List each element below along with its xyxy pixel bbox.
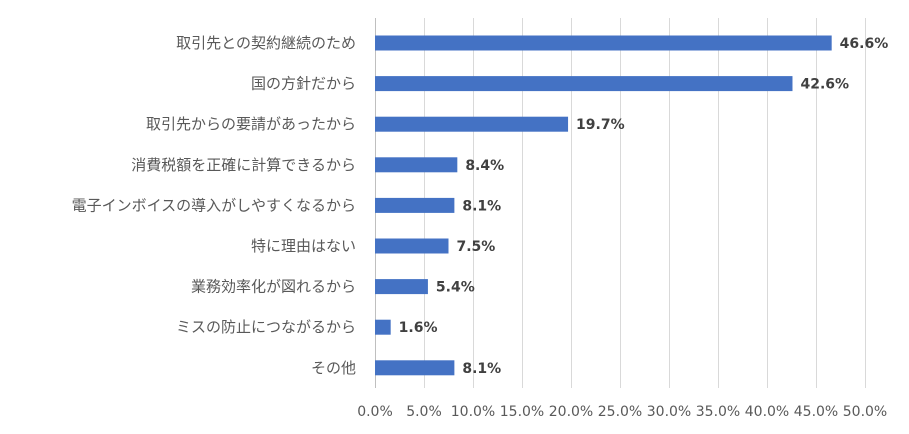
bar — [375, 116, 569, 132]
data-label: 19.7% — [576, 117, 625, 133]
x-tick-label: 50.0% — [843, 404, 887, 420]
x-tick-label: 10.0% — [451, 404, 495, 420]
x-tick-label: 45.0% — [794, 404, 838, 420]
bar — [375, 319, 391, 335]
bar — [375, 279, 428, 295]
data-label: 5.4% — [436, 280, 475, 296]
category-label: 業務効率化が図れるから — [191, 278, 356, 296]
x-tick-label: 35.0% — [696, 404, 740, 420]
category-label: 電子インボイスの導入がしやすくなるから — [72, 196, 356, 214]
data-label: 42.6% — [800, 77, 849, 93]
category-labels: 取引先との契約継続のため国の方針だから取引先からの要請があったから消費税額を正確… — [72, 34, 356, 377]
x-tick-labels: 0.0% 5.0% 10.0% 15.0% 20.0% 25.0% 30.0% 35.0% 40… — [357, 404, 887, 420]
bars — [375, 35, 832, 376]
data-label: 8.4% — [465, 158, 504, 174]
category-label: その他 — [311, 359, 356, 377]
x-tick-label: 25.0% — [598, 404, 642, 420]
category-label: 特に理由はない — [251, 237, 356, 255]
x-tick-label: 30.0% — [647, 404, 691, 420]
category-label: 取引先からの要請があったから — [146, 115, 356, 133]
x-tick-label: 40.0% — [745, 404, 789, 420]
bar — [375, 360, 455, 376]
bar — [375, 35, 832, 51]
bar — [375, 76, 793, 92]
x-tick-label: 20.0% — [549, 404, 593, 420]
data-label: 1.6% — [399, 320, 438, 336]
bar — [375, 197, 455, 213]
bar — [375, 238, 449, 254]
x-tick-label: 0.0% — [357, 404, 393, 420]
data-label: 46.6% — [840, 36, 889, 52]
category-label: ミスの防止につながるから — [176, 318, 356, 336]
category-label: 取引先との契約継続のため — [176, 34, 356, 52]
data-label: 7.5% — [457, 239, 496, 255]
data-label: 8.1% — [462, 361, 501, 377]
bar — [375, 157, 458, 173]
category-label: 消費税額を正確に計算できるから — [131, 156, 356, 174]
category-label: 国の方針だから — [251, 75, 356, 93]
x-tick-label: 15.0% — [500, 404, 544, 420]
data-label: 8.1% — [462, 198, 501, 214]
x-tick-label: 5.0% — [406, 404, 442, 420]
data-labels: 46.6% 42.6% 19.7% 8.4% 8.1% 7.5% 5.4% 1.6% 8.1% — [399, 36, 889, 377]
